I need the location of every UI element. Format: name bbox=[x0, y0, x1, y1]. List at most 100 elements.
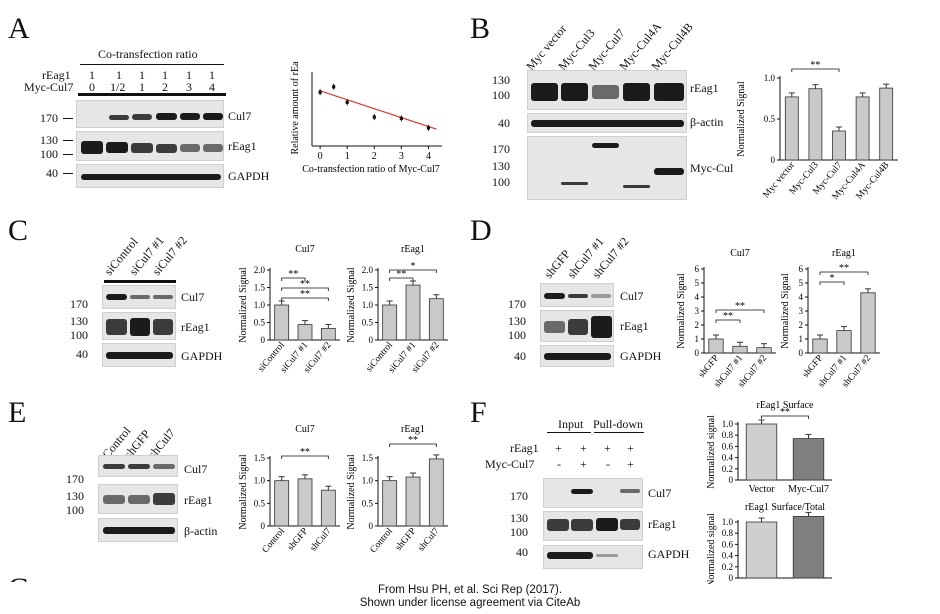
bar bbox=[860, 292, 876, 354]
bar bbox=[274, 304, 290, 341]
x-tick-label: shCul7 bbox=[309, 526, 334, 553]
y-tick-label: 0.2 bbox=[722, 464, 733, 474]
y-tick-label: 2 bbox=[695, 320, 700, 330]
significance-bracket bbox=[791, 68, 840, 72]
x-tick-label: 4 bbox=[426, 151, 431, 162]
blot-d-reag1 bbox=[540, 310, 614, 342]
bar bbox=[428, 458, 444, 527]
label-c-cul7: Cul7 bbox=[181, 290, 205, 304]
f-sign-r2c4: + bbox=[627, 457, 634, 471]
y-tick-label: 3 bbox=[695, 306, 700, 316]
y-axis-label: Normalized signal bbox=[706, 415, 717, 489]
mw-c-170: 170 bbox=[70, 297, 88, 311]
y-tick-label: 0.6 bbox=[722, 441, 734, 451]
bar bbox=[812, 338, 828, 354]
y-tick-label: 0.4 bbox=[722, 453, 734, 463]
label-a-gapdh: GAPDH bbox=[228, 169, 270, 183]
bar bbox=[320, 328, 336, 341]
f-sign-r2c3: - bbox=[606, 457, 610, 471]
mw-d-170: 170 bbox=[508, 297, 526, 311]
label-b-actin: β-actin bbox=[690, 115, 724, 129]
y-tick-label: 0.8 bbox=[722, 430, 734, 440]
ratio-col-1-bottom: 0 bbox=[89, 80, 95, 94]
significance-label: ** bbox=[300, 279, 310, 290]
y-tick-label: 0.2 bbox=[722, 562, 733, 572]
blot-c-gapdh bbox=[102, 343, 176, 367]
ratio-col-2-top: 1 bbox=[116, 68, 122, 82]
mw-e-130: 130 bbox=[66, 489, 84, 503]
mw-a-170: 170 bbox=[40, 111, 58, 125]
data-point bbox=[318, 90, 322, 94]
bar bbox=[382, 480, 398, 527]
significance-label: ** bbox=[288, 269, 298, 280]
f-sign-r1c3: + bbox=[604, 441, 611, 455]
bar bbox=[879, 87, 894, 161]
mw-b-130b: 130 bbox=[492, 159, 510, 173]
significance-bracket bbox=[819, 271, 869, 275]
significance-label: ** bbox=[723, 311, 733, 322]
y-tick-label: 1.0 bbox=[722, 419, 734, 429]
data-point bbox=[372, 115, 376, 119]
panel-letter-e: E bbox=[8, 396, 27, 429]
y-tick-label: 0.5 bbox=[362, 318, 374, 328]
y-tick-label: 0 bbox=[729, 475, 734, 485]
row-label-myc-cul7: Myc-Cul7 bbox=[24, 80, 74, 94]
blot-f-cul7 bbox=[543, 478, 643, 508]
mw-b-100b: 100 bbox=[492, 175, 510, 189]
y-tick-label: 0 bbox=[369, 521, 374, 531]
group-input: Input bbox=[558, 417, 584, 431]
blot-a-cul7 bbox=[76, 100, 224, 128]
bar bbox=[832, 130, 846, 161]
data-point bbox=[345, 100, 349, 104]
panel-letter-a: A bbox=[8, 12, 30, 45]
bar bbox=[745, 423, 778, 481]
blot-a-gapdh bbox=[76, 164, 224, 188]
y-tick-label: 0.6 bbox=[722, 539, 734, 549]
label-b-myc-cul: Myc-Cul bbox=[690, 161, 734, 175]
bar bbox=[855, 96, 870, 161]
label-a-cul7: Cul7 bbox=[228, 109, 252, 123]
panel-letter-b: B bbox=[470, 12, 491, 45]
ratio-col-3-top: 1 bbox=[139, 68, 145, 82]
x-tick-label: shCul7 bbox=[417, 526, 442, 553]
panel-letter-d: D bbox=[470, 214, 492, 247]
mw-b-170: 170 bbox=[492, 142, 510, 156]
ratio-col-6-bottom: 4 bbox=[209, 80, 215, 94]
y-tick-label: 1.0 bbox=[764, 73, 776, 83]
group-input-rule bbox=[547, 432, 591, 433]
label-f-cul7: Cul7 bbox=[648, 486, 672, 500]
mw-b-40: 40 bbox=[498, 116, 510, 130]
y-tick-label: 3 bbox=[799, 306, 804, 316]
y-tick-label: 1.5 bbox=[362, 453, 374, 463]
y-tick-label: 0 bbox=[695, 348, 700, 358]
y-tick-label: 2.0 bbox=[254, 265, 266, 275]
group-pulldown: Pull-down bbox=[593, 417, 644, 431]
label-a-reag1: rEag1 bbox=[228, 139, 257, 153]
significance-label: ** bbox=[735, 301, 745, 312]
mw-f-130: 130 bbox=[510, 511, 528, 525]
bar bbox=[745, 521, 778, 579]
bar bbox=[792, 438, 825, 481]
significance-bracket bbox=[819, 281, 845, 285]
blot-e-reag1 bbox=[98, 484, 178, 514]
significance-bracket bbox=[281, 287, 329, 291]
chart-title: rEag1 bbox=[401, 424, 425, 435]
y-tick-label: 0 bbox=[369, 335, 374, 345]
y-tick-label: 0 bbox=[799, 348, 804, 358]
x-tick-label: shGFP bbox=[394, 527, 418, 553]
y-axis-label: Normalized Signal bbox=[346, 454, 357, 529]
mw-c-100: 100 bbox=[70, 328, 88, 342]
y-tick-label: 5 bbox=[695, 278, 700, 288]
x-tick-label: Vector bbox=[748, 484, 775, 495]
chart-title: rEag1 Surface bbox=[757, 400, 814, 411]
blot-c-cul7 bbox=[102, 285, 176, 309]
bar bbox=[792, 515, 825, 579]
mw-a-100: 100 bbox=[40, 147, 58, 161]
x-tick-label: 2 bbox=[372, 151, 377, 162]
